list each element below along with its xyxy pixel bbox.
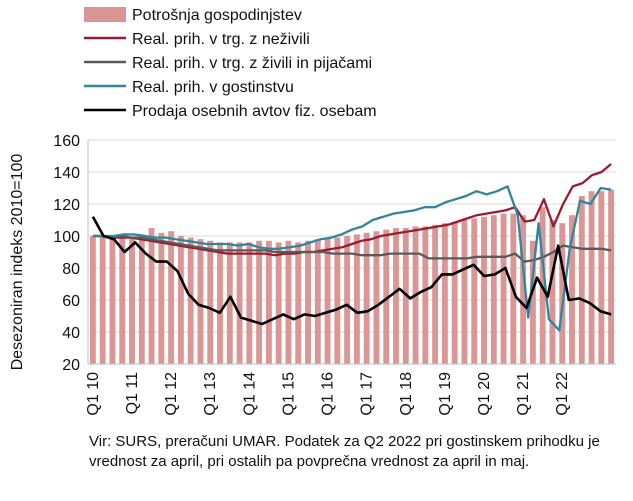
bar-consumption [393, 228, 399, 364]
y-tick-label: 80 [62, 261, 80, 278]
bar-consumption [353, 234, 360, 364]
bar-consumption [226, 242, 233, 364]
bar-consumption [383, 229, 390, 364]
series-lines [91, 163, 612, 332]
legend-label: Prodaja osebnih avtov fiz. osebam [132, 103, 377, 120]
legend-label: Real. prih. v gostinstvu [132, 79, 294, 96]
x-tick-label: Q1 17 [359, 372, 376, 416]
x-tick-label: Q1 10 [85, 372, 102, 416]
bar-consumption [500, 213, 507, 364]
y-tick-label: 140 [53, 165, 80, 182]
bar-consumption [89, 236, 96, 364]
x-tick-label: Q1 20 [476, 372, 493, 416]
bar-consumption [295, 242, 302, 364]
x-tick-label: Q1 14 [241, 372, 258, 416]
x-tick-label: Q1 16 [320, 372, 337, 416]
bar-consumption [461, 220, 468, 364]
bar-consumption [608, 189, 615, 364]
series-line-4 [91, 216, 612, 326]
bar-consumption [207, 240, 214, 364]
x-tick-label: Q1 13 [202, 372, 219, 416]
y-tick-label: 40 [62, 325, 80, 342]
series-line-3 [92, 185, 612, 332]
y-tick-labels: 20 40 60 80 100 120 140 160 [53, 133, 80, 374]
bar-consumption [109, 237, 116, 364]
bar-consumption [441, 223, 448, 364]
y-tick-label: 120 [53, 197, 80, 214]
bar-consumption [246, 242, 253, 364]
bar-consumption [549, 220, 556, 364]
bar-consumption [363, 232, 370, 364]
legend-label: Real. prih. v trg. z živili in pijačami [132, 55, 372, 72]
bar-consumption [177, 236, 184, 364]
bar-consumption [236, 242, 243, 364]
axes [87, 140, 616, 365]
bar-consumption [256, 240, 263, 364]
bar-consumption [598, 191, 605, 364]
bar-consumption [138, 234, 145, 364]
bar-consumption [285, 240, 292, 364]
x-tick-labels: Q1 10 Q1 11 Q1 12 Q1 13 Q1 14 Q1 15 Q1 16 Q1 17… [85, 372, 571, 416]
bar-consumption [520, 215, 527, 364]
bars-consumption [89, 189, 615, 364]
bar-consumption [275, 242, 282, 364]
legend: Potrošnja gospodinjstev Real. prih. v trg… [84, 7, 377, 120]
y-tick-label: 160 [53, 133, 80, 150]
legend-label: Potrošnja gospodinjstev [132, 7, 302, 24]
y-axis-title: Desezoniran indeks 2010=100 [9, 154, 26, 371]
bar-consumption [344, 236, 351, 364]
bar-consumption [314, 239, 321, 364]
bar-consumption [422, 226, 429, 364]
bar-consumption [481, 216, 487, 364]
bar-consumption [148, 228, 155, 364]
x-tick-label: Q1 12 [163, 372, 180, 416]
bar-consumption [99, 236, 106, 364]
series-line-2 [92, 234, 612, 263]
bar-consumption [451, 221, 458, 364]
gridlines [88, 139, 616, 365]
x-tick-label: Q1 11 [124, 372, 141, 415]
bar-consumption [158, 232, 165, 364]
bar-consumption [373, 231, 380, 364]
bar-consumption [432, 224, 439, 364]
x-tick-label: Q1 15 [280, 372, 297, 416]
bar-consumption [569, 215, 575, 364]
x-tick-label: Q1 21 [515, 372, 532, 416]
bar-consumption [490, 215, 497, 364]
x-tick-label: Q1 22 [554, 372, 571, 416]
legend-label: Real. prih. v trg. z neživili [132, 31, 310, 48]
series-line-1 [92, 163, 612, 257]
bar-consumption [187, 237, 194, 364]
y-tick-label: 20 [62, 357, 80, 374]
bar-consumption [578, 196, 585, 364]
bar-consumption [471, 218, 478, 364]
bar-consumption [324, 237, 331, 364]
bar-consumption [529, 240, 536, 364]
x-tick-label: Q1 18 [398, 372, 415, 416]
legend-swatch-bar [84, 7, 126, 22]
bar-consumption [217, 242, 223, 364]
bar-consumption [588, 191, 595, 364]
bar-consumption [129, 237, 135, 364]
y-tick-label: 60 [62, 293, 80, 310]
y-tick-label: 100 [53, 229, 80, 246]
source-note: Vir: SURS, preračuni UMAR. Podatek za Q2… [89, 433, 600, 470]
bar-consumption [168, 231, 175, 364]
x-tick-label: Q1 19 [437, 372, 454, 416]
bar-consumption [334, 237, 341, 364]
bar-consumption [305, 240, 311, 364]
bar-consumption [265, 240, 272, 364]
bar-consumption [197, 239, 204, 364]
bar-consumption [119, 234, 126, 364]
bar-consumption [559, 223, 566, 364]
